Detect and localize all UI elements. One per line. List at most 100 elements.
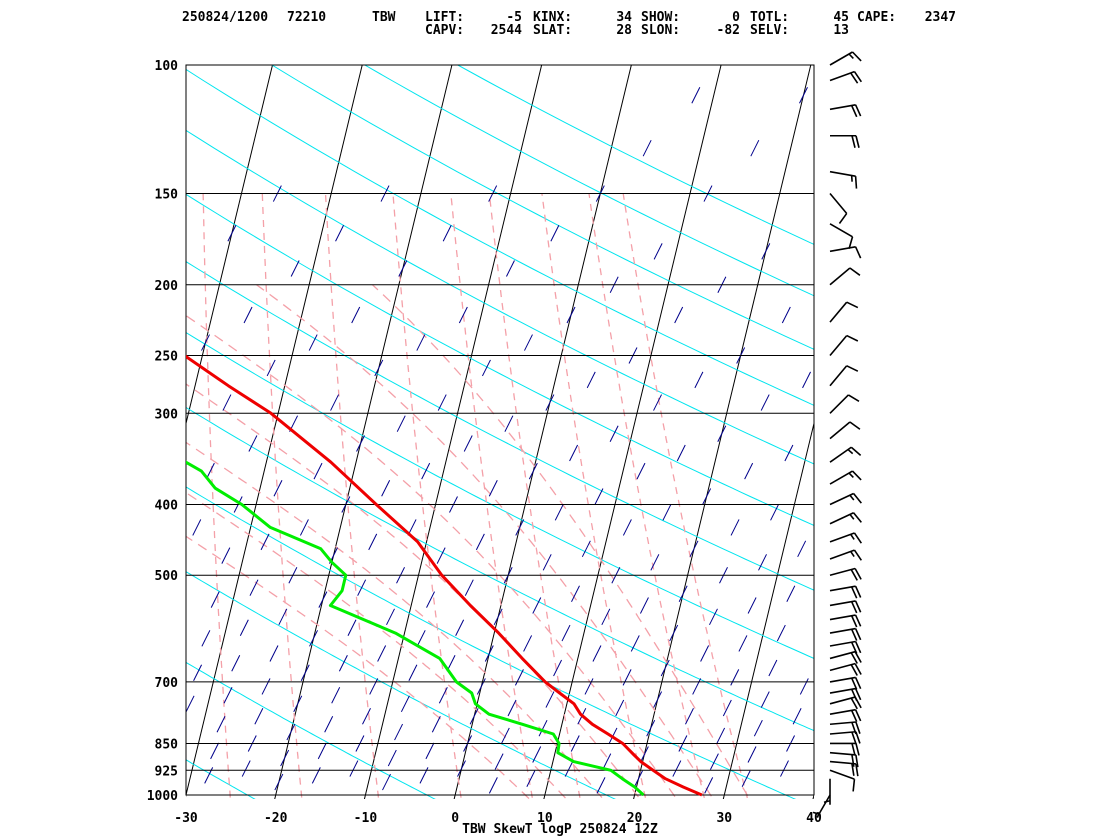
wind-vector-tick [356, 435, 366, 452]
barb-flag [850, 72, 859, 84]
index-value: 2347 [924, 10, 956, 25]
barb-flag [851, 763, 855, 776]
wind-vector-tick [566, 306, 576, 324]
barb-flag [854, 246, 862, 259]
barb-staff [829, 223, 853, 238]
wind-vector-tick [249, 579, 259, 596]
wind-barb [829, 640, 862, 654]
barb-staff [829, 512, 854, 525]
barb-flag [850, 601, 858, 614]
wind-vector-tick [464, 579, 474, 596]
wind-vector-tick [293, 695, 303, 713]
wind-vector-tick [455, 619, 465, 636]
barb-flag [850, 688, 858, 701]
index-value: 28 [616, 23, 632, 38]
wind-vector-tick [398, 260, 408, 277]
wind-barb [829, 708, 862, 722]
index-value: 45 [833, 10, 849, 25]
wind-vector-tick [261, 678, 271, 695]
wind-barb [829, 512, 862, 525]
wind-vector-tick [786, 585, 796, 602]
barb-staff [829, 365, 848, 387]
wind-barb [829, 70, 863, 84]
wind-vector-tick [802, 371, 811, 389]
wind-vector-tick [662, 504, 672, 521]
barb-staff [829, 751, 856, 756]
wind-vector-tick [730, 669, 740, 686]
wind-vector-tick [650, 554, 660, 571]
plot-frame [185, 64, 815, 796]
barb-flag [854, 600, 862, 613]
barb-flag [853, 71, 863, 83]
wind-vector-tick [622, 669, 632, 686]
wind-barb [812, 794, 831, 818]
wind-vector-tick [784, 444, 794, 462]
wind-vector-tick [421, 462, 431, 480]
isotherm-line [633, 65, 812, 799]
wind-vector-tick [436, 547, 446, 564]
index-value: 2544 [490, 23, 522, 38]
wind-vector-tick [308, 334, 318, 351]
pressure-tick-label: 100 [155, 59, 179, 74]
wind-vector-tick [639, 597, 649, 614]
wind-barb [829, 104, 862, 118]
wind-vector-tick [581, 540, 591, 558]
wind-vector-tick [469, 708, 479, 725]
wind-vector-tick [524, 334, 533, 351]
isotherm-line [274, 65, 453, 799]
wind-barb [829, 492, 862, 506]
wind-vector-tick [564, 760, 574, 777]
wind-vector-tick [709, 608, 718, 626]
wind-vector-tick [602, 753, 612, 770]
barb-flag [850, 710, 858, 722]
pressure-tick-label: 300 [155, 407, 179, 422]
barb-flag [855, 135, 860, 148]
wind-vector-tick [615, 699, 625, 717]
wind-vector-tick [227, 225, 237, 242]
wind-vector-tick [201, 334, 210, 351]
wind-vector-tick [642, 139, 652, 157]
dry-adiabat-line [186, 571, 616, 799]
barb-flag [850, 641, 858, 654]
wind-vector-tick [475, 533, 485, 551]
wind-vector-tick [523, 635, 533, 652]
dry-adiabat-line [186, 193, 814, 526]
wind-vector-tick [709, 753, 719, 770]
dry-adiabat-line [456, 65, 814, 245]
barb-flag [852, 493, 862, 504]
wind-vector-tick [689, 540, 699, 558]
barb-staff [829, 51, 853, 66]
index-value: 13 [833, 23, 849, 38]
wind-vector-tick [351, 306, 361, 324]
barb-flag [854, 104, 862, 117]
wind-vector-tick [601, 608, 611, 626]
barb-flag [854, 614, 862, 627]
pressure-tick-label: 700 [155, 676, 179, 691]
wind-vector-tick [678, 585, 688, 602]
isotherm-line [722, 421, 814, 799]
barb-staff [829, 676, 856, 683]
barb-flag [846, 301, 859, 309]
wind-vector-tick [741, 770, 751, 787]
wind-vector-tick [278, 608, 288, 626]
wind-vector-tick [702, 488, 712, 505]
wind-vector-tick [386, 608, 395, 626]
barb-staff [829, 614, 856, 621]
wind-vector-tick [338, 655, 348, 672]
barb-flag [850, 446, 862, 456]
wind-vector-tick [369, 678, 379, 695]
mixing-ratio-line [588, 193, 706, 799]
wind-barb [829, 760, 859, 777]
barb-staff [829, 193, 848, 214]
wind-vector-tick [717, 425, 727, 442]
wind-vector-tick [192, 519, 202, 536]
wind-barb [830, 134, 860, 148]
wind-vector-tick [553, 659, 563, 677]
barb-staff [829, 730, 856, 735]
wind-vector-tick [216, 716, 226, 733]
barb-staff [829, 640, 856, 647]
temperature-tick-label: -10 [354, 811, 378, 826]
wind-vector-tick [780, 760, 789, 777]
wind-vector-tick [222, 394, 232, 411]
wind-vector-tick [768, 659, 778, 677]
